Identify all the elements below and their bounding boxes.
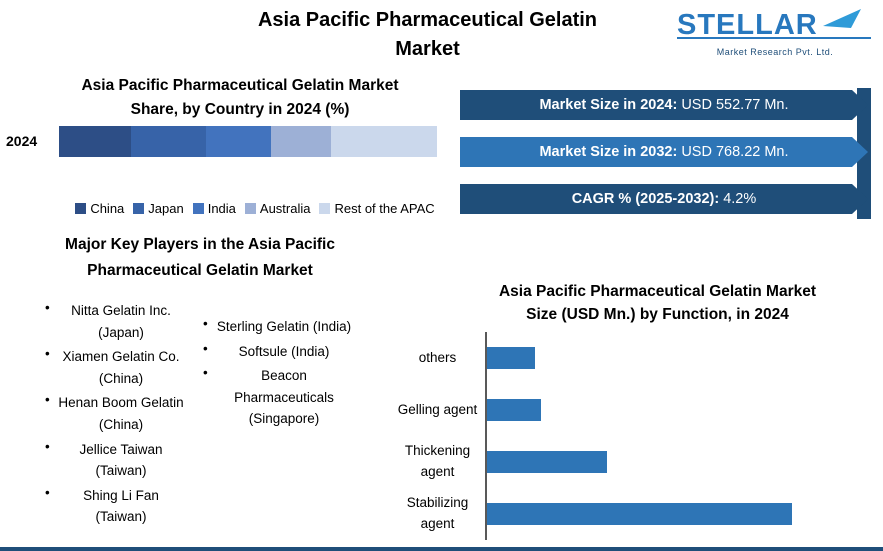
- logo-arrow-icon: [823, 9, 861, 28]
- bar: [487, 451, 607, 473]
- function-bar-chart: others Gelling agent Thickening agent Stabi…: [390, 332, 870, 540]
- stellar-wordmark: STELLAR: [677, 9, 818, 41]
- bullet-icon: •: [203, 340, 208, 356]
- key-player-name: Beacon Pharmaceuticals (Singapore): [234, 368, 334, 427]
- bullet-icon: •: [45, 484, 50, 500]
- legend-swatch-icon: [75, 203, 87, 214]
- logo-subtitle: Market Research Pvt. Ltd.: [716, 47, 834, 57]
- bar-row: Gelling agent: [390, 384, 870, 436]
- legend-item: Japan: [133, 201, 184, 216]
- share-chart-year-label: 2024: [6, 133, 38, 149]
- legend-label: China: [90, 201, 125, 216]
- bar: [487, 503, 793, 525]
- bar-row: others: [390, 332, 870, 384]
- metric-label: Market Size in 2024:: [539, 97, 678, 113]
- metric-arrows: Market Size in 2024: USD 552.77 Mn. Marke…: [460, 90, 868, 214]
- stacked-segment-india: [206, 126, 271, 157]
- bar-category-label: others: [418, 349, 457, 365]
- legend-swatch-icon: [192, 203, 204, 214]
- legend-swatch-icon: [133, 203, 145, 214]
- legend-label: Australia: [259, 201, 311, 216]
- key-players-column-2: • Sterling Gelatin (India) • Softsule (Indi…: [203, 316, 353, 433]
- metric-label: Market Size in 2032:: [539, 144, 678, 160]
- bar-track: [485, 488, 870, 540]
- metric-arrow: Market Size in 2024: USD 552.77 Mn.: [460, 90, 868, 120]
- bullet-icon: •: [45, 438, 50, 454]
- bar-category-label: Stabilizing agent: [406, 495, 469, 531]
- key-player-name: Shing Li Fan (Taiwan): [83, 487, 159, 525]
- legend-label: Japan: [148, 201, 184, 216]
- legend-item: China: [75, 201, 124, 216]
- key-players-heading: Major Key Players in the Asia Pacific Pha…: [65, 236, 335, 280]
- bullet-icon: •: [203, 316, 208, 331]
- legend-item: Australia: [244, 201, 311, 216]
- stellar-logo: STELLAR Market Research Pvt. Ltd.: [675, 4, 875, 57]
- metric-label: CAGR % (2025-2032):: [571, 191, 720, 207]
- stacked-segment-japan: [130, 126, 207, 157]
- metric-arrow: CAGR % (2025-2032): 4.2%: [460, 184, 868, 214]
- key-player-item: • Jellice Taiwan (Taiwan): [45, 439, 185, 482]
- bullet-icon: •: [203, 365, 208, 381]
- bar: [487, 347, 535, 369]
- country-share-stacked-bar: [59, 126, 437, 157]
- key-player-name: Softsule (India): [238, 343, 330, 359]
- metric-value: USD 768.22 Mn.: [677, 144, 789, 160]
- page-title: Asia Pacific Pharmaceutical Gelatin Marke…: [257, 9, 598, 60]
- stacked-segment-china: [59, 126, 131, 157]
- key-player-name: Xiamen Gelatin Co. (China): [62, 349, 180, 386]
- legend-item: India: [192, 201, 236, 216]
- bar-category-label: Gelling agent: [397, 401, 478, 417]
- bar-row: Thickening agent: [390, 436, 870, 488]
- key-player-item: • Nitta Gelatin Inc. (Japan): [45, 300, 185, 343]
- key-player-name: Jellice Taiwan (Taiwan): [79, 441, 163, 479]
- key-player-item: • Shing Li Fan (Taiwan): [45, 485, 185, 528]
- key-player-name: Henan Boom Gelatin (China): [58, 395, 184, 432]
- legend-item: Rest of the APAC: [319, 201, 435, 216]
- key-player-item: • Sterling Gelatin (India): [203, 316, 353, 338]
- stacked-segment-rest-of-the-apac: [331, 126, 437, 157]
- legend-label: Rest of the APAC: [334, 201, 435, 216]
- bar-track: [485, 332, 870, 384]
- stellar-logo-graphic: STELLAR: [677, 9, 871, 41]
- bullet-icon: •: [45, 346, 50, 362]
- legend-swatch-icon: [319, 203, 331, 214]
- key-player-item: • Beacon Pharmaceuticals (Singapore): [203, 365, 353, 430]
- legend-swatch-icon: [244, 203, 256, 214]
- bar-category-label: Thickening agent: [404, 443, 471, 479]
- bar-track: [485, 436, 870, 488]
- key-player-item: • Henan Boom Gelatin (China): [45, 392, 185, 435]
- key-players-column-1: • Nitta Gelatin Inc. (Japan) • Xiamen Gelat…: [45, 300, 185, 531]
- metric-value: 4.2%: [719, 191, 757, 207]
- key-player-name: Nitta Gelatin Inc. (Japan): [71, 303, 171, 340]
- stacked-segment-australia: [270, 126, 332, 157]
- key-player-item: • Xiamen Gelatin Co. (China): [45, 346, 185, 389]
- bullet-icon: •: [45, 300, 50, 315]
- bar-row: Stabilizing agent: [390, 488, 870, 540]
- share-chart-title: Asia Pacific Pharmaceutical Gelatin Mark…: [81, 77, 399, 119]
- bullet-icon: •: [45, 392, 50, 408]
- country-legend: China Japan India Australia Rest of the APAC: [45, 201, 465, 216]
- function-chart-title: Asia Pacific Pharmaceutical Gelatin Mark…: [498, 283, 817, 324]
- key-player-name: Sterling Gelatin (India): [216, 319, 352, 334]
- bar-track: [485, 384, 870, 436]
- metric-arrow: Market Size in 2032: USD 768.22 Mn.: [460, 137, 868, 167]
- key-player-item: • Softsule (India): [203, 341, 353, 363]
- metric-value: USD 552.77 Mn.: [677, 97, 789, 113]
- bar: [487, 399, 541, 421]
- legend-label: India: [207, 201, 236, 216]
